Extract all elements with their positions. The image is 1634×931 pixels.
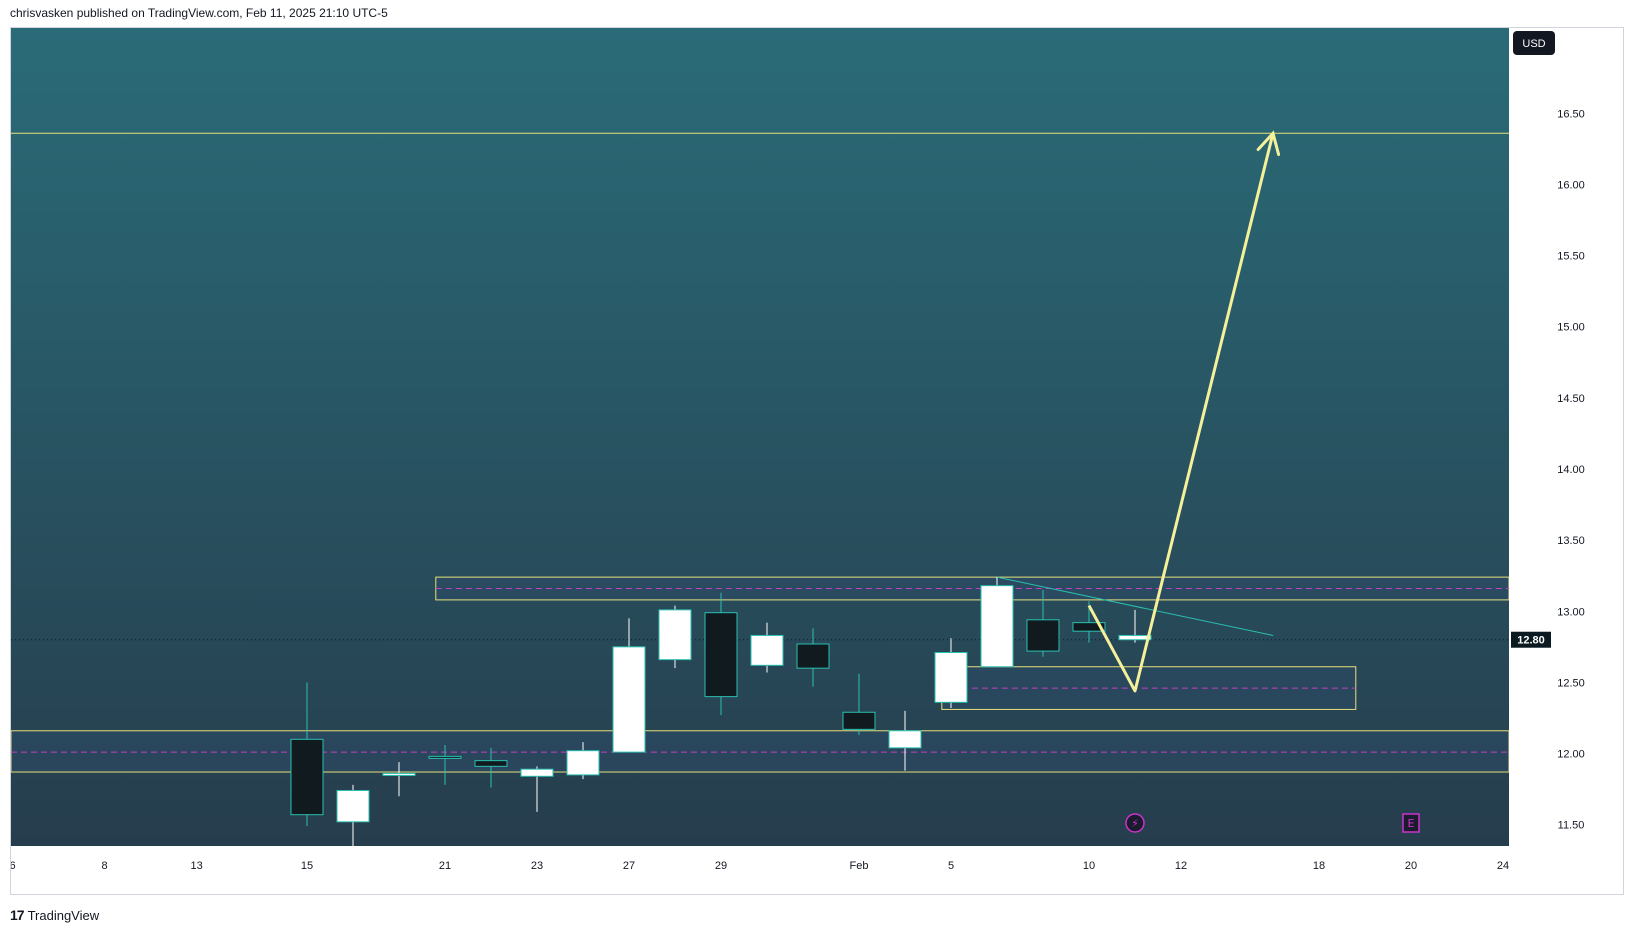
footer-brand-label: TradingView bbox=[27, 907, 100, 923]
time-tick-label: 21 bbox=[439, 860, 451, 872]
price-tick-label: 13.00 bbox=[1557, 606, 1585, 618]
candle-body bbox=[704, 612, 738, 698]
price-tick-label: 12.50 bbox=[1557, 677, 1585, 689]
candle bbox=[934, 638, 968, 709]
price-axis[interactable]: 16.50 16.00 15.50 15.00 14.50 14.00 13.50 13.00… bbox=[1509, 28, 1624, 895]
candlestick-chart[interactable]: 16.50 16.00 15.50 15.00 14.50 14.00 13.50 13.00… bbox=[11, 28, 1624, 895]
candle bbox=[1118, 609, 1152, 643]
candle bbox=[796, 628, 830, 687]
time-tick-label: 27 bbox=[623, 860, 635, 872]
candle-body bbox=[796, 643, 830, 669]
time-tick-label: 15 bbox=[301, 860, 313, 872]
time-tick-label: 6 bbox=[11, 860, 16, 872]
candle bbox=[520, 766, 554, 812]
candle-body bbox=[888, 730, 922, 749]
event-dividend-icon bbox=[1125, 813, 1145, 833]
attribution-header: chrisvasken published on TradingView.com… bbox=[10, 6, 388, 20]
candle bbox=[428, 744, 462, 785]
time-tick-label: 10 bbox=[1083, 860, 1095, 872]
time-tick-label: 29 bbox=[715, 860, 727, 872]
trendline bbox=[996, 576, 1274, 636]
time-tick-label: 20 bbox=[1405, 860, 1417, 872]
time-axis-bg bbox=[11, 846, 1623, 894]
candle bbox=[336, 784, 370, 846]
time-axis[interactable]: 6 8 13 15 21 23 27 29 Feb 5 10 12 18 20 24 bbox=[11, 846, 1624, 895]
candle bbox=[612, 618, 646, 753]
candle-body bbox=[1118, 634, 1152, 641]
candle bbox=[980, 577, 1014, 668]
event-symbol: E bbox=[1408, 817, 1415, 830]
candle-body bbox=[658, 609, 692, 661]
candle-body bbox=[612, 646, 646, 753]
event-earnings-icon bbox=[1402, 813, 1420, 833]
candle bbox=[290, 682, 324, 827]
candle-body bbox=[1072, 622, 1106, 632]
footer-brand[interactable]: 17 TradingView bbox=[10, 907, 99, 923]
price-tick-label: 16.50 bbox=[1557, 108, 1585, 120]
event-symbol: ⚡ bbox=[1131, 817, 1139, 830]
time-tick-label: 23 bbox=[531, 860, 543, 872]
price-tick-label: 14.00 bbox=[1557, 464, 1585, 476]
candle-body bbox=[290, 738, 324, 816]
projection-arrowhead bbox=[1256, 130, 1281, 157]
candle bbox=[842, 673, 876, 736]
zone-box-2 bbox=[11, 730, 1510, 773]
candle bbox=[750, 622, 784, 673]
time-tick-label: 24 bbox=[1497, 860, 1509, 872]
time-tick-label: 12 bbox=[1175, 860, 1187, 872]
candle bbox=[474, 747, 508, 788]
drawings-layer bbox=[1087, 130, 1281, 693]
candle bbox=[566, 742, 600, 780]
candle bbox=[704, 592, 738, 716]
candle-body bbox=[980, 585, 1014, 668]
tradingview-logo-icon: 17 bbox=[10, 907, 25, 923]
time-tick-label: Feb bbox=[850, 860, 869, 872]
price-tick-label: 16.00 bbox=[1557, 179, 1585, 191]
price-tick-label: 11.50 bbox=[1558, 820, 1585, 832]
time-tick-label: 13 bbox=[190, 860, 202, 872]
events-layer: ⚡ E bbox=[1125, 813, 1420, 833]
candle-body bbox=[382, 772, 416, 776]
candle-body bbox=[520, 768, 554, 777]
candle-body bbox=[1026, 619, 1060, 652]
candle-body bbox=[842, 711, 876, 730]
price-tick-label: 14.50 bbox=[1557, 393, 1585, 405]
currency-badge[interactable]: USD bbox=[1513, 31, 1555, 55]
projection-arrow bbox=[1087, 132, 1275, 693]
candles-layer bbox=[290, 577, 1152, 846]
candle bbox=[382, 762, 416, 797]
candle-body bbox=[336, 790, 370, 823]
price-axis-bg bbox=[1509, 28, 1623, 894]
candle-body bbox=[474, 760, 508, 767]
currency-badge-label: USD bbox=[1522, 38, 1545, 50]
time-tick-label: 18 bbox=[1313, 860, 1325, 872]
last-price-label: 12.80 bbox=[1511, 631, 1551, 648]
price-tick-label: 13.50 bbox=[1557, 535, 1585, 547]
price-tick-label: 15.50 bbox=[1557, 251, 1585, 263]
time-tick-label: 5 bbox=[948, 860, 954, 872]
candle bbox=[658, 605, 692, 669]
candle-body bbox=[566, 750, 600, 776]
candle bbox=[1026, 589, 1060, 657]
candle-body bbox=[750, 634, 784, 666]
chart-panel[interactable]: 16.50 16.00 15.50 15.00 14.50 14.00 13.50 13.00… bbox=[10, 27, 1624, 895]
price-tick-label: 15.00 bbox=[1557, 322, 1585, 334]
candle-body bbox=[934, 652, 968, 703]
candle-body bbox=[428, 755, 462, 759]
candle bbox=[888, 710, 922, 771]
last-price-value: 12.80 bbox=[1517, 635, 1545, 647]
price-tick-label: 12.00 bbox=[1557, 749, 1585, 761]
time-tick-label: 8 bbox=[102, 860, 108, 872]
